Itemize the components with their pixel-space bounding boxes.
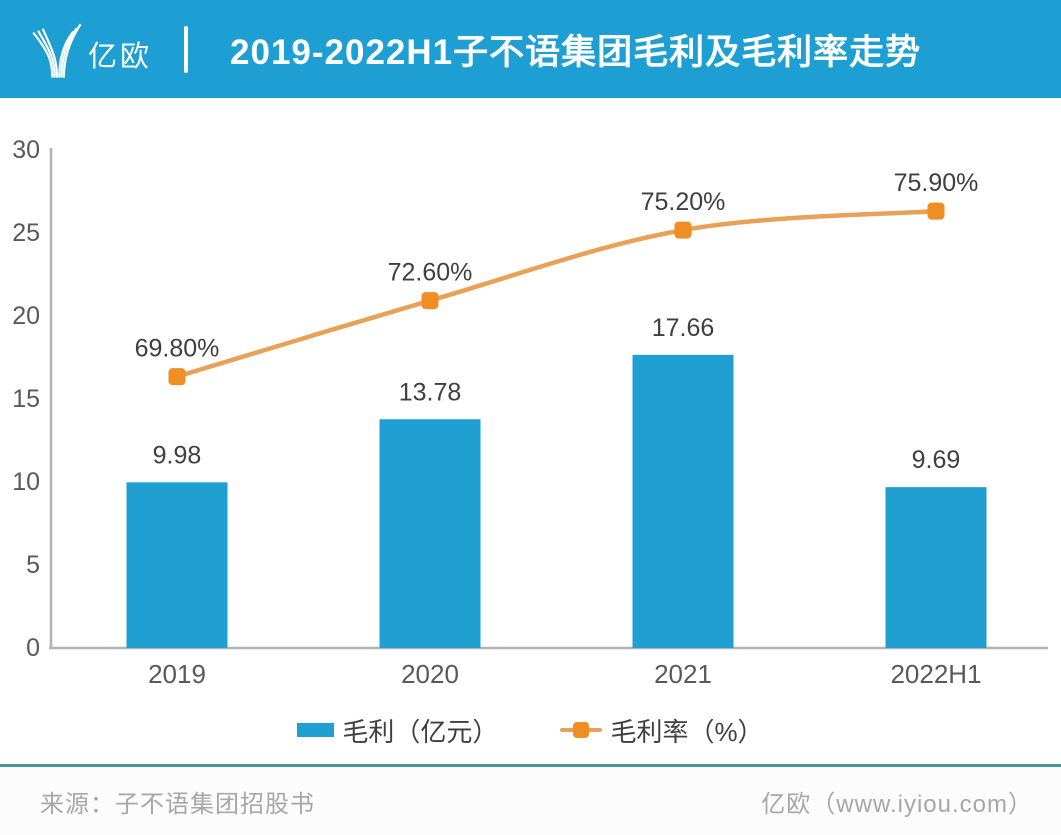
footer-gap xyxy=(0,760,1061,764)
y-tick-label: 0 xyxy=(26,634,40,662)
legend-label-gross-profit: 毛利（亿元） xyxy=(342,716,499,747)
source-text: 来源：子不语集团招股书 xyxy=(40,790,315,818)
line-marker xyxy=(168,368,186,386)
header-banner: 亿欧 2019-2022H1子不语集团毛利及毛利率走势 xyxy=(0,0,1061,98)
y-tick-label: 25 xyxy=(12,219,40,247)
bar-2021 xyxy=(632,354,734,648)
site-credit-text: 亿欧（www.iyiou.com） xyxy=(761,790,1033,818)
bar-2020 xyxy=(379,419,481,648)
x-category-label: 2019 xyxy=(148,659,206,689)
line-marker xyxy=(421,292,439,310)
combo-chart: 0 5 10 15 20 25 30 9.98 2019 13.78 2020 17.66 2021 9.… xyxy=(12,136,1048,689)
legend-line-marker-icon xyxy=(560,721,603,739)
bar-label: 9.69 xyxy=(912,446,961,474)
bar-label: 13.78 xyxy=(399,378,462,406)
logo-text: 亿欧 xyxy=(88,41,153,73)
y-tick-label: 10 xyxy=(12,468,40,496)
y-tick-label: 15 xyxy=(12,385,40,413)
margin-label: 69.80% xyxy=(135,335,220,363)
eo-logo-icon xyxy=(32,23,82,78)
eo-logo: 亿欧 xyxy=(30,18,152,80)
chart-legend: 毛利（亿元） 毛利率（%） xyxy=(0,700,1061,760)
bar-label: 17.66 xyxy=(652,314,715,342)
y-tick-label: 5 xyxy=(26,551,40,579)
bar-label: 9.98 xyxy=(153,441,202,469)
x-category-label: 2022H1 xyxy=(890,659,981,689)
bar-2019 xyxy=(126,482,228,648)
x-category-label: 2020 xyxy=(401,659,459,689)
y-tick-label: 30 xyxy=(12,136,40,164)
line-marker xyxy=(674,221,692,239)
header-divider xyxy=(184,25,189,73)
margin-label: 72.60% xyxy=(388,259,473,287)
x-category-label: 2021 xyxy=(654,659,712,689)
line-marker xyxy=(927,202,945,220)
margin-label: 75.90% xyxy=(894,169,979,197)
chart-area: 0 5 10 15 20 25 30 9.98 2019 13.78 2020 17.66 2021 9.… xyxy=(0,98,1061,700)
margin-label: 75.20% xyxy=(641,188,726,216)
footer: 来源：子不语集团招股书 亿欧（www.iyiou.com） xyxy=(0,764,1061,835)
bar-2022H1 xyxy=(885,487,987,648)
legend-item-gross-profit: 毛利（亿元） xyxy=(297,712,498,749)
y-tick-label: 20 xyxy=(12,302,40,330)
legend-label-margin: 毛利率（%） xyxy=(610,716,764,747)
legend-bar-swatch-icon xyxy=(297,723,335,737)
margin-line xyxy=(174,208,939,379)
page-title: 2019-2022H1子不语集团毛利及毛利率走势 xyxy=(230,32,922,72)
legend-item-margin: 毛利率（%） xyxy=(560,712,764,749)
